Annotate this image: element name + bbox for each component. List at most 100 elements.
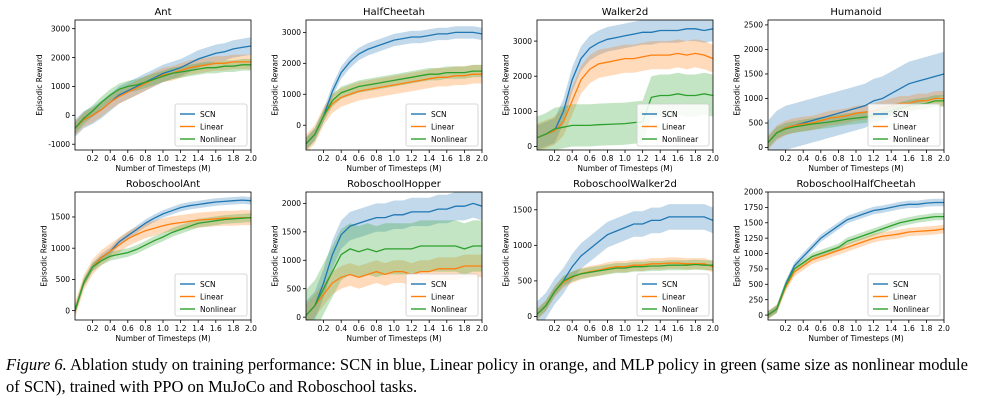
x-tick-label: 1.2 [175, 154, 187, 163]
y-tick-label: 1000 [744, 249, 763, 258]
y-tick-label: 1250 [744, 234, 763, 243]
y-tick-label: 1000 [282, 256, 301, 265]
panel-roboschoolhopper: 0.2 0.4 0.6 0.8 1.0 1.2 1.4 1.6 1.8 2.0 0 500 1000 15… [271, 179, 489, 343]
legend: SCN Linear Nonlinear [174, 273, 248, 317]
line-nonlinear [306, 245, 482, 316]
y-tick-label: 1000 [51, 82, 70, 91]
x-tick-label: 1.4 [654, 154, 666, 163]
panel-walker2d: 0.2 0.4 0.6 0.8 1.0 1.2 1.4 1.6 1.8 2.0 0 1000 2000 3… [502, 7, 720, 173]
plot-area [537, 20, 713, 150]
plot-area [306, 26, 482, 150]
legend-label-nonlinear: Nonlinear [662, 135, 699, 144]
x-tick-label: 0.2 [87, 154, 99, 163]
band-nonlinear [75, 213, 251, 315]
y-tick-label: 500 [518, 277, 533, 286]
band-linear [306, 64, 482, 150]
caption-label: Figure 6. [6, 355, 67, 374]
line-nonlinear [768, 215, 944, 316]
legend: SCN Linear Nonlinear [636, 103, 710, 147]
y-tick-label: 1500 [744, 70, 763, 79]
x-tick-label: 1.6 [441, 154, 453, 163]
line-scn [768, 201, 944, 316]
x-tick-label: 2.0 [245, 324, 257, 333]
x-tick-label: 2.0 [938, 154, 950, 163]
chart-title: Walker2d [602, 7, 649, 18]
x-tick-label: 2.0 [476, 324, 488, 333]
band-linear [537, 257, 713, 320]
legend-label-linear: Linear [662, 292, 686, 301]
y-tick-label: 1500 [513, 205, 532, 214]
x-tick-label: 0.8 [370, 324, 382, 333]
y-tick-label: 2000 [51, 53, 70, 62]
y-tick-label: 1500 [744, 218, 763, 227]
x-tick-label: 0.4 [335, 154, 347, 163]
x-tick-label: 2.0 [707, 324, 719, 333]
line-nonlinear [537, 263, 713, 315]
y-axis-label: Episodic Reward [271, 225, 280, 287]
line-linear [75, 61, 251, 129]
figure-grid: 0.2 0.4 0.6 0.8 1.0 1.2 1.4 1.6 1.8 2.0 -1000 0 1000… [35, 7, 950, 343]
y-tick-label: 3000 [51, 24, 70, 33]
x-tick-label: 0.4 [797, 154, 809, 163]
panel-halfcheetah: 0.2 0.4 0.6 0.8 1.0 1.2 1.4 1.6 1.8 2.0 0 1000 2000 3… [271, 7, 489, 173]
x-tick-label: 0.4 [104, 154, 116, 163]
chart-title: RoboschoolWalker2d [573, 179, 677, 190]
y-tick-label: 1000 [513, 107, 532, 116]
y-tick-label: 0 [65, 111, 70, 120]
y-tick-label: 1000 [513, 241, 532, 250]
y-axis-label: Episodic Reward [40, 225, 49, 287]
line-linear [768, 228, 944, 316]
x-tick-label: 1.6 [210, 154, 222, 163]
x-tick-label: 1.4 [654, 324, 666, 333]
x-tick-label: 1.2 [406, 324, 418, 333]
y-tick-label: 2000 [744, 188, 763, 197]
x-tick-label: 0.6 [353, 154, 365, 163]
chart-title: RoboschoolHopper [347, 179, 442, 190]
y-tick-label: 1500 [51, 213, 70, 222]
band-nonlinear [306, 220, 482, 320]
x-tick-label: 1.2 [406, 154, 418, 163]
x-tick-label: 0.8 [832, 324, 844, 333]
legend-label-linear: Linear [431, 122, 455, 131]
x-tick-label: 1.2 [637, 324, 649, 333]
y-tick-label: 0 [758, 143, 763, 152]
x-tick-label: 1.6 [210, 324, 222, 333]
x-tick-label: 0.2 [318, 154, 330, 163]
legend-label-nonlinear: Nonlinear [200, 135, 237, 144]
line-linear [306, 265, 482, 316]
caption-text: Ablation study on training performance: … [6, 355, 968, 396]
band-nonlinear [537, 72, 713, 150]
band-linear [75, 210, 251, 319]
x-tick-label: 0.4 [566, 324, 578, 333]
y-axis-label: Episodic Reward [502, 54, 511, 116]
x-tick-label: 2.0 [938, 324, 950, 333]
band-nonlinear [306, 64, 482, 150]
x-tick-label: 0.2 [87, 324, 99, 333]
legend: SCN Linear Nonlinear [636, 273, 710, 317]
x-tick-label: 0.6 [584, 324, 596, 333]
x-tick-label: 1.0 [157, 324, 169, 333]
x-tick-label: 1.0 [850, 324, 862, 333]
x-tick-label: 0.6 [122, 324, 134, 333]
legend-label-nonlinear: Nonlinear [431, 135, 468, 144]
x-tick-label: 0.8 [139, 154, 151, 163]
y-tick-label: 3000 [282, 28, 301, 37]
line-nonlinear [75, 216, 251, 311]
band-linear [537, 39, 713, 150]
x-tick-label: 0.4 [335, 324, 347, 333]
x-tick-label: 2.0 [476, 154, 488, 163]
legend-label-scn: SCN [431, 110, 447, 119]
x-tick-label: 1.6 [672, 154, 684, 163]
y-axis-label: Episodic Reward [733, 225, 742, 287]
legend-label-scn: SCN [893, 110, 909, 119]
x-tick-label: 2.0 [245, 154, 257, 163]
plot-area [768, 198, 944, 320]
y-tick-label: 2000 [744, 45, 763, 54]
x-tick-label: 0.4 [104, 324, 116, 333]
y-tick-label: 500 [749, 119, 764, 128]
x-tick-label: 1.6 [903, 324, 915, 333]
x-tick-label: 1.8 [689, 324, 701, 333]
y-tick-label: 0 [296, 313, 301, 322]
legend-label-scn: SCN [662, 110, 678, 119]
x-tick-label: 0.2 [549, 324, 561, 333]
